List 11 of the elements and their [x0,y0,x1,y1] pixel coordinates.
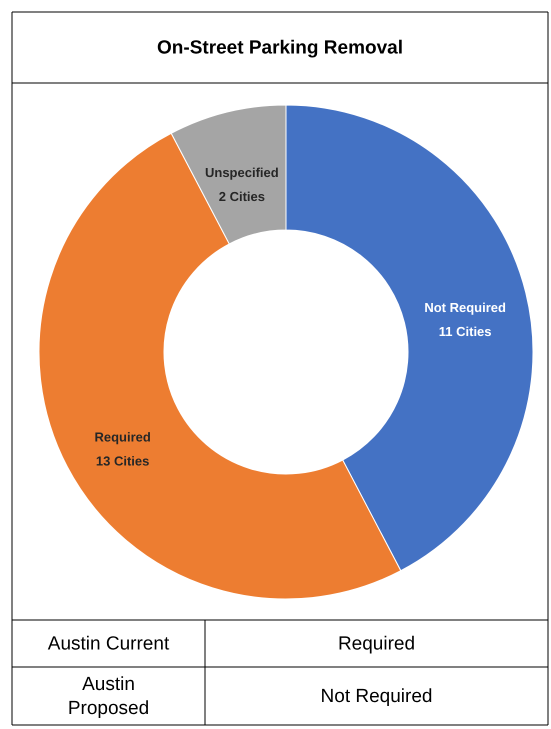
slice-label: Required [94,430,151,445]
text: Austin Current [48,634,170,654]
data-label: 11 Cities [438,324,492,339]
data-label: 2 Cities [218,188,265,204]
data-label: 13 Cities [96,454,150,469]
slice-label: Unspecified [205,164,279,180]
text: Required [338,634,416,654]
slice-label: Not Required [424,300,506,315]
text: Not Required [320,686,432,707]
text: Austin Proposed [68,674,150,719]
chart-title: On-Street Parking Removal [156,38,404,58]
